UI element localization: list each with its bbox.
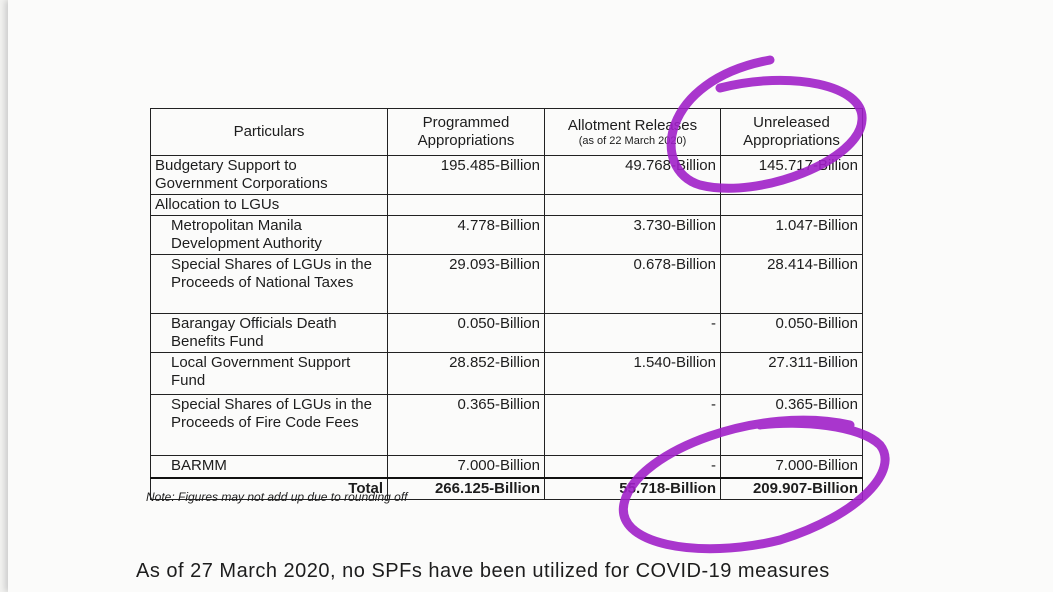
header-subtext: (as of 22 March 2020) (578, 134, 687, 147)
table-row: Special Shares of LGUs in the Proceeds o… (150, 254, 863, 314)
table-row: Metropolitan Manila Development Authorit… (150, 215, 863, 255)
table-cell: 29.093-Billion (387, 254, 545, 314)
table-cell: 3.730-Billion (544, 215, 721, 255)
table-cell: Special Shares of LGUs in the Proceeds o… (150, 254, 388, 314)
table-cell: - (544, 313, 721, 353)
header-text: Allotment Releases (567, 116, 698, 134)
note: Note: Figures may not add up due to roun… (146, 490, 408, 504)
marker-circle (666, 55, 867, 193)
table-cell: 28.414-Billion (720, 254, 863, 314)
table-cell: 266.125-Billion (387, 476, 545, 500)
header-text: Unreleased Appropriations (743, 114, 840, 149)
table-cell: 195.485-Billion (387, 155, 545, 195)
header-row: Particulars Programmed Appropriations Allo… (150, 108, 863, 156)
table-cell: 0.365-Billion (387, 394, 545, 456)
paragraph: As of 27 March 2020, no SPFs have been u… (136, 560, 830, 582)
table-cell: 0.050-Billion (720, 313, 863, 353)
table-cell: 28.852-Billion (387, 352, 545, 395)
table-row: BARMM 7.000-Billion -7.000-Billion (150, 455, 863, 478)
table-cell: Special Shares of LGUs in the Proceeds o… (150, 394, 388, 456)
table-cell: 7.000-Billion (720, 455, 863, 478)
marker-circle (618, 415, 890, 554)
table-cell: 0.050-Billion (387, 313, 545, 353)
table-row: Total 266.125-Billion 55.718-Billion 209.90… (150, 476, 863, 500)
table-cell: 49.768-Billion (544, 155, 721, 195)
header-text: Programmed Appropriations (417, 114, 515, 149)
table-cell: 4.778-Billion (387, 215, 545, 255)
table-cell: Budgetary Support to Government Corporat… (150, 155, 388, 195)
table-row: Barangay Officials Death Benefits Fund 0.… (150, 313, 863, 353)
table-cell: Metropolitan Manila Development Authorit… (150, 215, 388, 255)
document: Particulars Programmed Appropriations Allo… (8, 0, 1053, 592)
header-cell: Programmed Appropriations (387, 108, 545, 156)
table-cell: 27.311-Billion (720, 352, 863, 395)
header-text: Particulars (233, 123, 305, 140)
header-cell: Particulars (150, 108, 388, 156)
table-cell: 0.678-Billion (544, 254, 721, 314)
section-row: Allocation to LGUs (150, 194, 863, 216)
appropriations-table: Particulars Programmed Appropriations Allo… (150, 108, 863, 500)
table-cell: 209.907-Billion (720, 476, 863, 500)
table-row: Budgetary Support to Government Corporat… (150, 155, 863, 195)
